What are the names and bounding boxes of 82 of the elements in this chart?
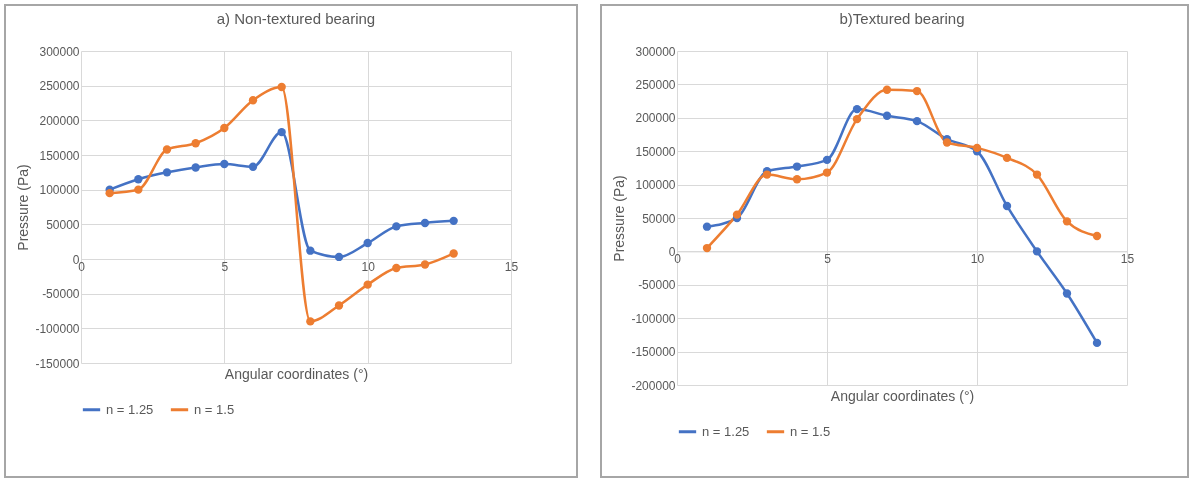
point	[162, 145, 172, 154]
x-tick-label: 15	[1120, 251, 1135, 266]
y-tick-label: -100000	[631, 311, 676, 326]
point	[334, 301, 344, 310]
point	[882, 111, 892, 120]
y-tick-label: -150000	[631, 345, 676, 360]
y-tick-label: 250000	[39, 79, 80, 94]
point	[363, 238, 372, 248]
y-tick-label: 150000	[39, 148, 80, 163]
legend-label: n = 1.25	[106, 401, 154, 417]
y-tick-label: -50000	[42, 287, 80, 302]
point	[191, 163, 200, 172]
point	[277, 82, 286, 92]
point	[220, 159, 229, 169]
x-axis-title: Angular coordinates (°)	[224, 365, 369, 382]
y-tick-label: 300000	[635, 44, 676, 59]
point	[449, 249, 458, 258]
point	[392, 263, 401, 273]
x-tick-label: 10	[970, 251, 985, 266]
y-tick-label: 100000	[635, 178, 676, 193]
y-tick-label: -100000	[35, 321, 80, 336]
point	[792, 175, 802, 184]
point	[420, 218, 430, 228]
chart-title: b)Textured bearing	[839, 10, 965, 27]
y-tick-label: 50000	[46, 217, 80, 232]
point	[732, 210, 742, 219]
chart-title: a) Non-textured bearing	[216, 10, 376, 27]
point	[363, 280, 372, 289]
point	[392, 222, 401, 231]
point	[134, 175, 143, 184]
point	[1062, 289, 1072, 298]
point	[449, 216, 458, 226]
point	[1002, 153, 1012, 163]
x-tick-label: 5	[824, 251, 832, 266]
y-tick-label: 300000	[39, 44, 80, 59]
point	[1092, 231, 1102, 241]
point	[1062, 217, 1072, 226]
y-tick-label: 200000	[39, 113, 80, 128]
point	[162, 168, 172, 177]
point	[420, 260, 430, 269]
point	[972, 143, 982, 153]
point	[792, 162, 802, 171]
point	[852, 114, 862, 124]
y-tick-label: 200000	[635, 111, 676, 126]
point	[191, 139, 200, 148]
y-tick-label: 50000	[642, 211, 676, 226]
point	[912, 86, 922, 96]
y-tick-label: 150000	[635, 144, 676, 159]
legend-label: n = 1.5	[790, 423, 831, 439]
point	[306, 246, 315, 255]
point	[248, 162, 258, 171]
y-axis-title: Pressure (Pa)	[611, 175, 628, 262]
point	[822, 168, 832, 177]
x-tick-label: 15	[504, 259, 519, 274]
y-tick-label: 100000	[39, 183, 80, 198]
x-axis-title: Angular coordinates (°)	[830, 387, 975, 404]
point	[1092, 338, 1102, 348]
point	[1002, 201, 1012, 211]
point	[105, 188, 114, 198]
point	[1032, 170, 1042, 179]
point	[912, 116, 922, 126]
point	[248, 96, 258, 105]
y-tick-label: -150000	[35, 356, 80, 371]
point	[702, 222, 712, 231]
point	[852, 104, 862, 114]
y-tick-label: -50000	[638, 278, 676, 293]
y-axis-title: Pressure (Pa)	[15, 164, 32, 251]
x-tick-label: 10	[361, 259, 376, 274]
y-tick-label: 250000	[635, 77, 676, 92]
y-tick-label: -200000	[631, 378, 676, 393]
legend-label: n = 1.25	[702, 423, 750, 439]
point	[277, 127, 286, 137]
point	[882, 85, 892, 94]
point	[1032, 247, 1042, 256]
point	[306, 317, 315, 326]
legend-label: n = 1.5	[194, 401, 235, 417]
point	[822, 155, 832, 165]
point	[134, 185, 143, 194]
point	[334, 252, 344, 262]
point	[702, 243, 712, 253]
x-tick-label: 5	[221, 259, 229, 274]
point	[220, 123, 229, 133]
